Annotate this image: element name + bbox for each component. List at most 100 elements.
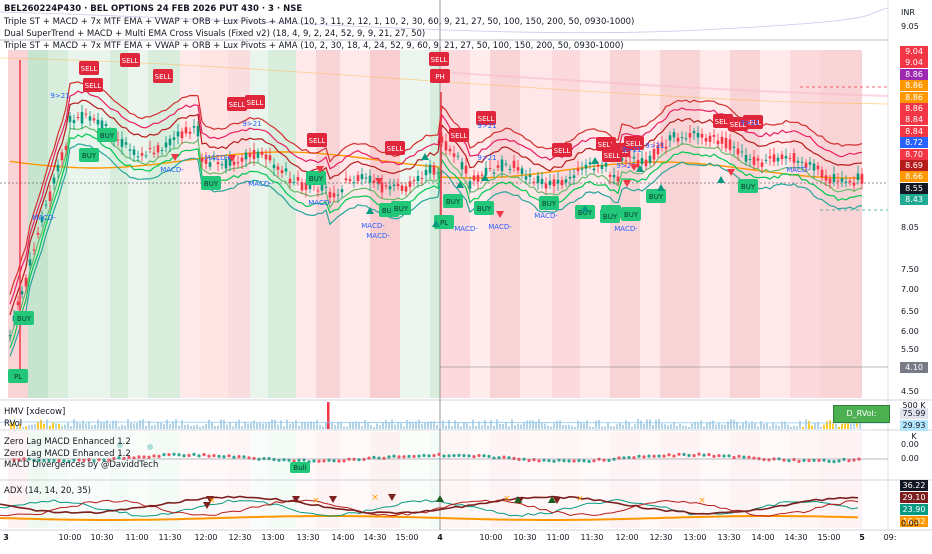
macd-pane-title-1[interactable]: Zero Lag MACD Enhanced 1.2 <box>4 437 131 447</box>
volume-bar <box>799 420 801 429</box>
bg-stripe <box>820 50 862 398</box>
volume-bar <box>91 425 93 429</box>
macd-dot <box>437 452 441 456</box>
price-tick: 7.00 <box>901 285 919 294</box>
volume-bar <box>196 424 198 429</box>
bg-stripe <box>180 50 200 398</box>
candle-body <box>440 136 444 143</box>
bg-stripe <box>128 50 148 398</box>
adx-cross-marker: × <box>576 494 584 504</box>
macd-dot <box>247 456 251 460</box>
macd-minus-label: MACD- <box>366 232 390 240</box>
volume-bar <box>373 426 375 429</box>
macd-divergence-title[interactable]: MACD Divergences by @DaviddTech <box>4 460 159 470</box>
sell-signal-text: SELL <box>309 137 326 145</box>
bg-stripe <box>730 50 760 398</box>
macd-dot <box>812 458 816 462</box>
volume-bar <box>700 420 702 429</box>
indicator-legend-1[interactable]: Triple ST + MACD + 7x MTF EMA + VWAP + O… <box>4 17 635 27</box>
volume-bar <box>718 422 720 429</box>
indicator-legend-3[interactable]: Triple ST + MACD + 7x MTF EMA + VWAP + O… <box>4 41 624 51</box>
bear-triangle <box>375 178 383 185</box>
macd-dot <box>762 457 766 462</box>
ema-200-line <box>0 57 889 105</box>
volume-bar <box>325 421 327 429</box>
candle-body <box>692 131 696 134</box>
volume-bar <box>133 423 135 429</box>
volume-bar <box>451 426 453 429</box>
symbol-title[interactable]: BEL260224P430 · BEL OPTIONS 24 FEB 2026 … <box>4 4 303 14</box>
volume-bar <box>211 422 213 429</box>
buy-signal-bg <box>201 176 221 190</box>
volume-bar <box>457 422 459 429</box>
volume-bar <box>235 421 237 429</box>
macd-dot <box>267 457 271 461</box>
macd-dot <box>227 454 231 458</box>
rvol-pane-title[interactable]: RVol <box>4 419 23 429</box>
macd-dot <box>292 459 296 463</box>
volume-bar <box>445 425 447 429</box>
macd-dot <box>547 459 551 463</box>
candle-body <box>248 152 252 158</box>
macd-dot <box>662 454 666 458</box>
bg-stripe <box>268 50 296 398</box>
candle-body <box>16 301 20 306</box>
volume-bar <box>259 422 261 429</box>
candle-body <box>784 155 788 159</box>
volume-bar <box>184 424 186 429</box>
price-tag: 8.84 <box>900 125 928 137</box>
macd-dot <box>132 456 136 460</box>
macd-dot <box>652 454 656 458</box>
volume-bar <box>685 425 687 429</box>
candle-body <box>628 156 632 158</box>
sell-signal: SELL <box>245 95 265 109</box>
volume-bar <box>100 422 102 429</box>
volume-bar <box>322 426 324 429</box>
vwap-line <box>9 151 863 179</box>
candle-body <box>100 120 104 131</box>
adx-pane-title[interactable]: ADX (14, 14, 20, 35) <box>4 486 91 496</box>
candle-body <box>828 178 832 184</box>
candle-body <box>844 181 848 183</box>
volume-bar <box>454 420 456 429</box>
candle-body <box>432 165 436 175</box>
volume-pane-title[interactable]: HMV [xdecow] <box>4 407 66 417</box>
volume-bar <box>214 425 216 429</box>
volume-bar <box>442 420 444 429</box>
candle-body <box>812 163 816 171</box>
macd-dot <box>787 459 791 463</box>
macd-dot <box>422 453 426 458</box>
volume-bar <box>220 419 222 429</box>
sell-signal: SELL <box>602 148 622 162</box>
sell-signal-text: SELL <box>155 73 172 81</box>
candle-body <box>572 175 576 178</box>
volume-bar <box>550 426 552 429</box>
volume-bar <box>502 423 504 429</box>
candle-body <box>788 157 792 159</box>
adx-bull-marker <box>514 496 522 503</box>
buy-signal-text: BUY <box>603 213 618 221</box>
macd-dot <box>767 458 771 462</box>
candle-body <box>728 139 732 150</box>
candle-body <box>372 180 376 183</box>
macd-pane-title-2[interactable]: Zero Lag MACD Enhanced 1.2 <box>4 449 131 459</box>
bg-stripe <box>490 50 520 398</box>
macd-dot <box>202 452 206 457</box>
buy-signal-text: BUY <box>624 211 639 219</box>
macd-dot <box>487 454 491 458</box>
volume-bar <box>625 420 627 429</box>
volume-bar <box>70 426 72 429</box>
indicator-legend-2[interactable]: Dual SuperTrend + MACD + Multi EMA Cross… <box>4 29 426 39</box>
volume-bar <box>853 422 855 429</box>
macd-dot <box>137 455 141 459</box>
time-axis-label: 15:00 <box>395 533 419 542</box>
sell-signal-text: SELL <box>85 82 102 90</box>
adx-bear-marker <box>206 496 214 503</box>
candle-body <box>648 155 652 164</box>
time-axis-label: 10:00 <box>479 533 503 542</box>
candle-body <box>824 175 828 181</box>
candle-body <box>704 138 708 142</box>
candle-body <box>336 194 340 196</box>
macd-dot <box>242 455 246 459</box>
